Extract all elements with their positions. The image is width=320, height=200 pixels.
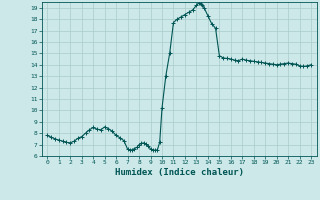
X-axis label: Humidex (Indice chaleur): Humidex (Indice chaleur) (115, 168, 244, 177)
